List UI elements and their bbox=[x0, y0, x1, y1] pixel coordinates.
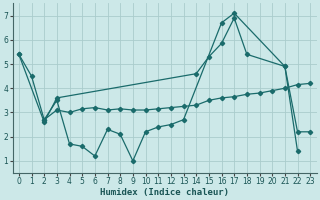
X-axis label: Humidex (Indice chaleur): Humidex (Indice chaleur) bbox=[100, 188, 229, 197]
